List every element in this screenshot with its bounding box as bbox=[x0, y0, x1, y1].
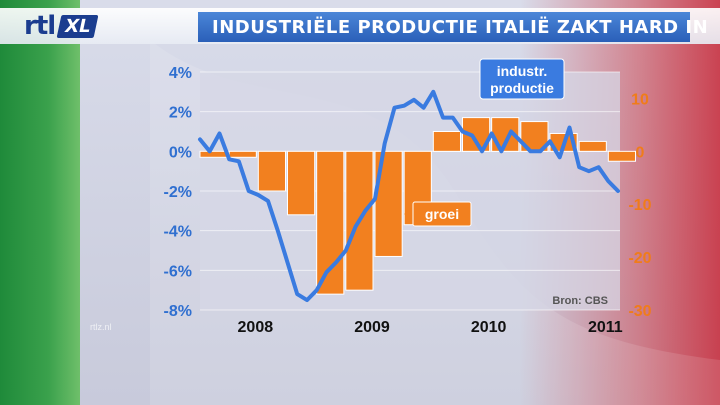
left-tick-label: -8% bbox=[164, 303, 192, 320]
right-tick-label: -10 bbox=[628, 197, 651, 214]
left-tick-label: 4% bbox=[169, 65, 192, 82]
italian-flag-green-band bbox=[0, 0, 80, 405]
line-label-box: industr. productie bbox=[479, 58, 565, 100]
x-tick-label: 2010 bbox=[471, 319, 507, 336]
left-tick-label: -2% bbox=[164, 184, 192, 201]
bar-groei-13 bbox=[578, 140, 607, 152]
watermark: rtlz.nl bbox=[90, 322, 112, 332]
bar-groei-2 bbox=[257, 150, 287, 192]
bar-groei-3 bbox=[287, 150, 316, 216]
line-series bbox=[198, 89, 620, 303]
bar-groei-4 bbox=[316, 150, 345, 295]
channel-logo: rtl XL bbox=[24, 11, 99, 41]
line-label-line2: productie bbox=[490, 80, 554, 96]
bar-groei-14 bbox=[607, 150, 636, 162]
bar-label-box: groei bbox=[404, 201, 472, 227]
bar-groei-1 bbox=[228, 150, 257, 158]
source-label: Bron: CBS bbox=[552, 295, 608, 307]
left-axis: 4% 2% 0% -2% -4% -6% -8% bbox=[164, 65, 192, 320]
x-axis: 2008 2009 2010 2011 bbox=[238, 319, 623, 336]
right-tick-label: -20 bbox=[628, 250, 651, 267]
bar-label-text: groei bbox=[425, 206, 459, 222]
bar-series bbox=[199, 117, 636, 295]
x-tick-label: 2008 bbox=[238, 319, 274, 336]
right-axis: 10 0 -10 -20 -30 bbox=[628, 91, 651, 320]
line-label-line1: industr. bbox=[497, 63, 548, 79]
left-tick-label: 0% bbox=[169, 144, 192, 161]
x-tick-label: 2011 bbox=[588, 319, 623, 336]
bar-groei-0 bbox=[199, 150, 228, 158]
logo-rtl-text: rtl bbox=[24, 11, 56, 41]
left-tick-label: -4% bbox=[164, 224, 192, 241]
chart-title: INDUSTRIËLE PRODUCTIE ITALIË ZAKT HARD I… bbox=[212, 16, 709, 38]
bar-groei-8 bbox=[432, 131, 462, 152]
right-tick-label: -30 bbox=[628, 303, 651, 320]
left-tick-label: 2% bbox=[169, 105, 192, 122]
left-tick-label: -6% bbox=[164, 263, 192, 280]
right-tick-label: 10 bbox=[631, 91, 649, 108]
right-tick-label: 0 bbox=[636, 144, 645, 161]
title-banner: INDUSTRIËLE PRODUCTIE ITALIË ZAKT HARD I… bbox=[198, 12, 708, 42]
x-tick-label: 2009 bbox=[354, 319, 390, 336]
